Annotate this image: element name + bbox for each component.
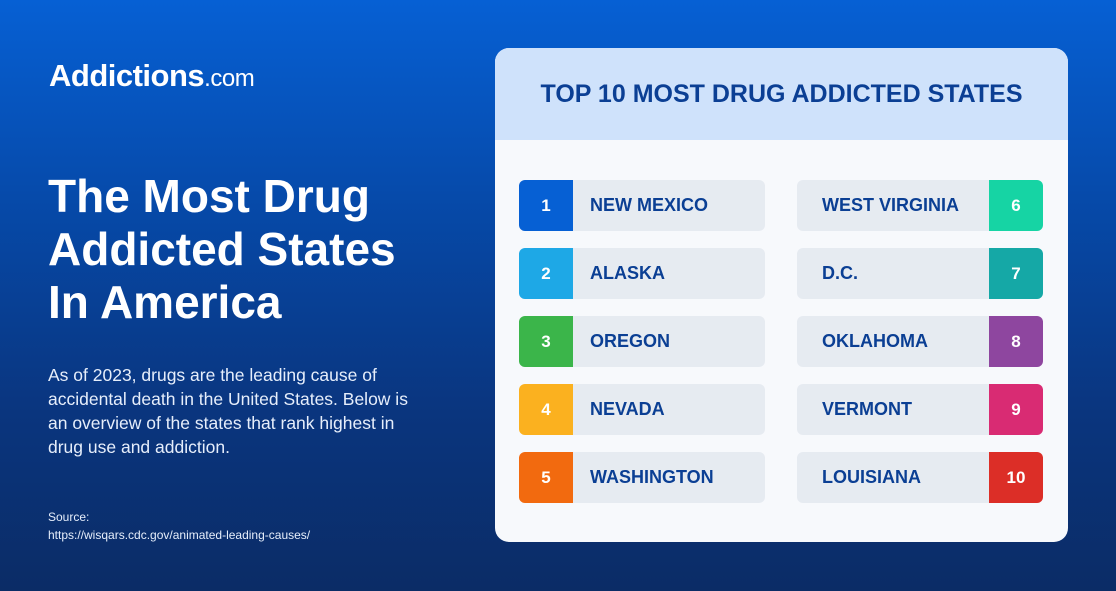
state-row: 5 WASHINGTON (519, 452, 765, 503)
logo-suffix: .com (204, 65, 255, 92)
state-row: 1 NEW MEXICO (519, 180, 765, 231)
rank-badge: 7 (989, 248, 1043, 299)
title-line: The Most Drug (48, 170, 370, 222)
state-name: OKLAHOMA (797, 316, 989, 367)
state-row: 2 ALASKA (519, 248, 765, 299)
logo-name: Addictions (49, 58, 205, 93)
state-name: VERMONT (797, 384, 989, 435)
rank-badge: 5 (519, 452, 573, 503)
state-name: NEW MEXICO (573, 180, 765, 231)
rank-badge: 9 (989, 384, 1043, 435)
state-row: D.C. 7 (797, 248, 1043, 299)
state-row: 3 OREGON (519, 316, 765, 367)
state-name: LOUISIANA (797, 452, 989, 503)
rank-badge: 8 (989, 316, 1043, 367)
title-line: Addicted States (48, 223, 396, 275)
ranking-card: TOP 10 MOST DRUG ADDICTED STATES 1 NEW ME… (495, 48, 1068, 542)
description: As of 2023, drugs are the leading cause … (48, 365, 408, 457)
addictions-logo: Addictions.com (49, 58, 255, 94)
state-row: OKLAHOMA 8 (797, 316, 1043, 367)
source-url: https://wisqars.cdc.gov/animated-leading… (48, 528, 311, 542)
state-name: D.C. (797, 248, 989, 299)
title-line: In America (48, 276, 282, 328)
rank-badge: 6 (989, 180, 1043, 231)
state-row: 4 NEVADA (519, 384, 765, 435)
rank-badge: 2 (519, 248, 573, 299)
state-name: WEST VIRGINIA (797, 180, 989, 231)
state-row: WEST VIRGINIA 6 (797, 180, 1043, 231)
rank-badge: 10 (989, 452, 1043, 503)
state-name: NEVADA (573, 384, 765, 435)
state-name: ALASKA (573, 248, 765, 299)
source: Source: https://wisqars.cdc.gov/animated… (48, 508, 310, 544)
state-row: LOUISIANA 10 (797, 452, 1043, 503)
source-label: Source: (48, 510, 90, 524)
rank-badge: 4 (519, 384, 573, 435)
rank-badge: 1 (519, 180, 573, 231)
state-name: OREGON (573, 316, 765, 367)
card-title: TOP 10 MOST DRUG ADDICTED STATES (495, 48, 1068, 140)
page-title: The Most Drug Addicted States In America (48, 170, 468, 329)
state-row: VERMONT 9 (797, 384, 1043, 435)
state-name: WASHINGTON (573, 452, 765, 503)
rank-badge: 3 (519, 316, 573, 367)
